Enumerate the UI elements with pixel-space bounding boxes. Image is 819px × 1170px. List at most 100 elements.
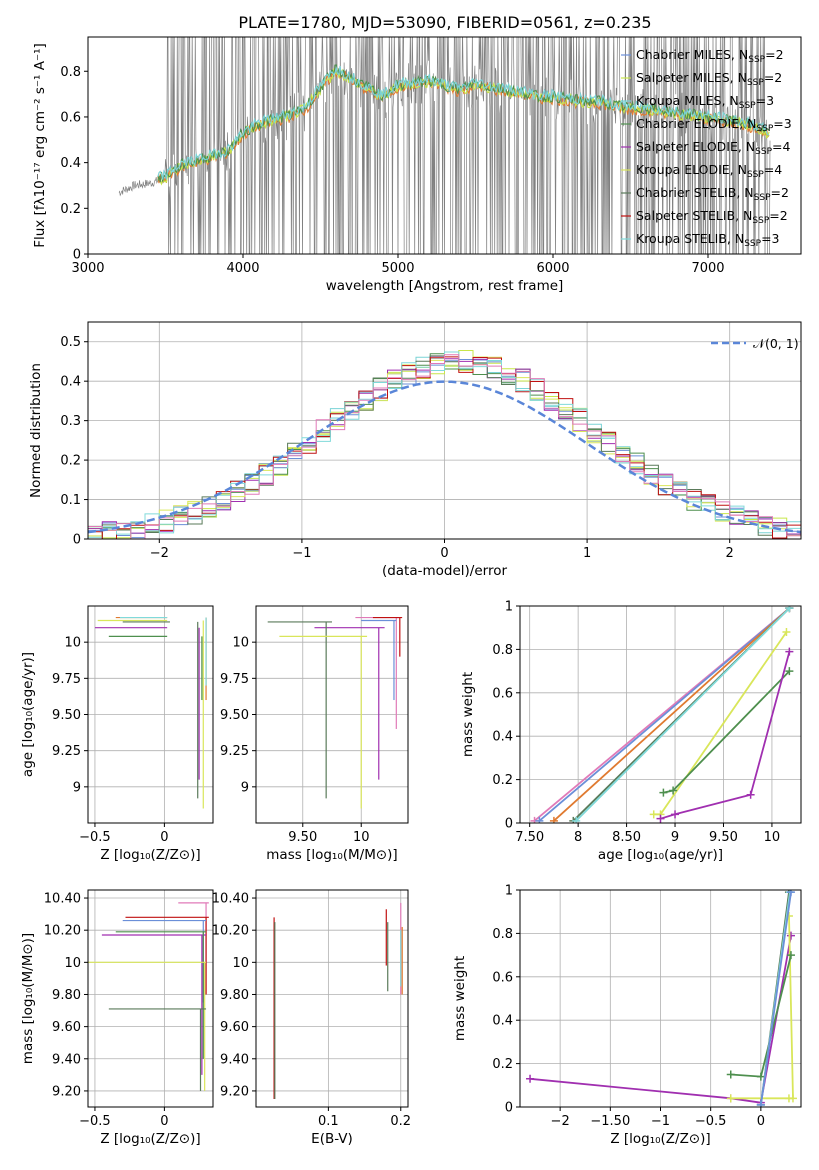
y-axis-label: Flux [fλ10⁻¹⁷ erg cm⁻² s⁻¹ A⁻¹]	[32, 43, 48, 248]
legend-label-suffix: =3	[773, 116, 791, 131]
legend-label-suffix: =2	[771, 185, 789, 200]
y-tick-label: 0	[505, 1101, 513, 1116]
series-marker	[756, 1072, 765, 1081]
series-marker	[788, 1094, 797, 1103]
legend-label-sub: SSP	[739, 101, 756, 111]
legend-label-suffix: =3	[756, 93, 774, 108]
x-tick-label: 0.1	[318, 1114, 339, 1129]
x-axis-label: E(B-V)	[311, 1131, 353, 1147]
y-tick-label: 9.75	[52, 672, 81, 687]
y-tick-label: 9.25	[220, 744, 249, 759]
axes-frame	[255, 605, 409, 824]
x-tick-label: −1	[651, 1114, 670, 1129]
legend-label: Kroupa ELODIE, NSSP=4	[636, 162, 782, 180]
legend-label: Salpeter MILES, NSSP=2	[636, 70, 782, 88]
y-tick-label: 0.4	[60, 156, 81, 171]
plot-area	[273, 902, 403, 1099]
y-axis-label: mass weight	[452, 956, 468, 1041]
figure-title: PLATE=1780, MJD=53090, FIBERID=0561, z=0…	[238, 13, 651, 32]
y-tick-label: 9.20	[220, 1084, 249, 1099]
legend-label-main: Chabrier ELODIE, N	[636, 116, 756, 131]
y-tick-label: 9.80	[52, 988, 81, 1003]
y-tick-label: 10	[64, 636, 81, 651]
legend-label-sub: SSP	[754, 193, 771, 203]
series-marker	[671, 810, 680, 819]
y-tick-label: 0.1	[60, 493, 81, 508]
legend-label-suffix: =2	[764, 70, 782, 85]
series-marker	[785, 606, 794, 613]
y-tick-label: 0.3	[60, 414, 81, 429]
axes-frame	[519, 889, 802, 1108]
x-tick-label: 10	[764, 830, 781, 845]
legend-label-main: Salpeter ELODIE, N	[636, 139, 755, 154]
y-tick-label: 0.4	[492, 1014, 513, 1029]
series-marker	[659, 788, 668, 797]
x-tick-label: −0.5	[79, 1114, 111, 1129]
axes-frame	[87, 36, 802, 255]
y-tick-label: 0.8	[492, 927, 513, 942]
y-tick-label: 9	[73, 780, 81, 795]
series-marker	[572, 816, 581, 823]
x-tick-label: −1	[292, 546, 311, 561]
y-axis-label: mass weight	[460, 672, 476, 757]
x-axis-label: age [log₁₀(age/yr)]	[598, 847, 723, 863]
spectrum-model-line	[157, 64, 770, 183]
legend-label: Kroupa STELIB, NSSP=3	[636, 231, 780, 249]
legend-label-main: Kroupa ELODIE, N	[636, 162, 747, 177]
y-tick-label: 9.75	[220, 672, 249, 687]
y-tick-label: 0	[73, 248, 81, 263]
y-tick-label: 9.40	[220, 1052, 249, 1067]
x-axis-label: Z [log₁₀(Z/Z⊙)]	[610, 1131, 710, 1147]
x-tick-label: 5000	[381, 261, 414, 276]
legend-label: Chabrier MILES, NSSP=2	[636, 47, 784, 65]
y-tick-label: 9.40	[52, 1052, 81, 1067]
y-tick-label: 9.50	[52, 708, 81, 723]
series-marker	[726, 1094, 735, 1103]
series-marker	[785, 647, 794, 656]
y-tick-label: 9	[241, 780, 249, 795]
x-tick-label: 9	[671, 830, 679, 845]
plot-area	[118, 37, 771, 254]
y-tick-label: 9.20	[52, 1084, 81, 1099]
y-tick-label: 0.6	[492, 970, 513, 985]
x-tick-label: 0	[757, 1114, 765, 1129]
series-marker	[782, 628, 791, 637]
x-tick-label: 0	[160, 830, 168, 845]
legend-label-sub: SSP	[744, 239, 761, 249]
spectrum-model-line	[157, 66, 770, 180]
series-marker	[726, 1070, 735, 1079]
legend-label-sub: SSP	[756, 124, 773, 134]
y-tick-label: 9.25	[52, 744, 81, 759]
x-tick-label: 3000	[71, 261, 104, 276]
chart-spectrum: 3000 4000 5000 6000 7000 0 0.2 0.4 0.6 0.8 Chabrie…	[32, 36, 802, 294]
legend-label-suffix: =4	[764, 162, 782, 177]
y-tick-label: 0.4	[492, 730, 513, 745]
plot-area	[530, 606, 794, 823]
legend-label-suffix: =2	[769, 208, 787, 223]
series-marker	[549, 816, 558, 823]
y-tick-label: 9.60	[220, 1020, 249, 1035]
chart-mass_vs_EBV: 0.1 0.2 9.20 9.40 9.60 9.80 10 10.20 10.40 E(B-V)	[212, 889, 411, 1147]
legend-label-main: Kroupa MILES, N	[636, 93, 739, 108]
axes-frame	[519, 605, 802, 824]
legend-label-main: Salpeter MILES, N	[636, 70, 747, 85]
x-tick-label: 9.50	[709, 830, 738, 845]
series-marker	[785, 667, 794, 676]
x-axis-label: (data-model)/error	[382, 563, 508, 579]
y-tick-label: 10	[232, 636, 249, 651]
series-marker	[786, 890, 795, 897]
legend-label-suffix: =4	[772, 139, 790, 154]
y-tick-label: 10.20	[212, 924, 249, 939]
y-tick-label: 10.40	[44, 892, 81, 907]
legend-label-sub: SSP	[752, 216, 769, 226]
x-tick-label: 0.2	[390, 1114, 411, 1129]
y-tick-label: 0.2	[60, 454, 81, 469]
plots-layer: 3000 4000 5000 6000 7000 0 0.2 0.4 0.6 0.8 Chabrie…	[20, 36, 802, 1147]
series-marker	[786, 951, 795, 960]
y-tick-label: 0.6	[60, 110, 81, 125]
residual-histogram	[88, 354, 801, 539]
series-marker	[669, 786, 678, 795]
y-tick-label: 9.60	[52, 1020, 81, 1035]
x-tick-label: 4000	[226, 261, 259, 276]
